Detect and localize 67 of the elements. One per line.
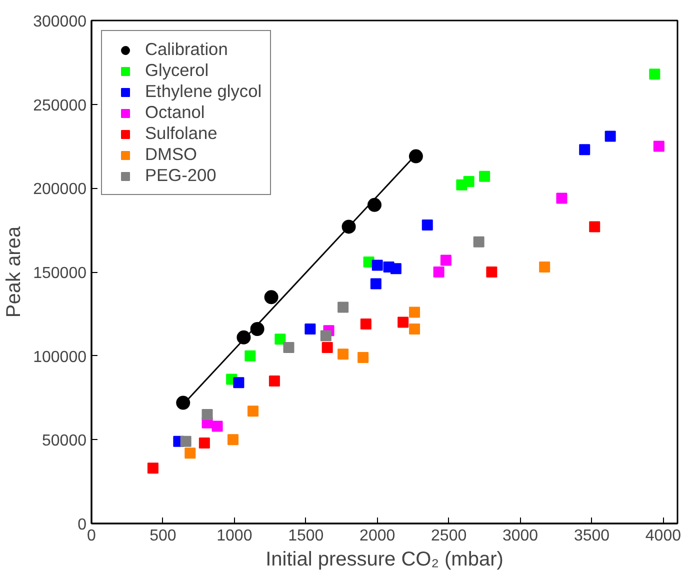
point [372, 260, 383, 271]
point [463, 176, 474, 187]
point [398, 316, 409, 328]
y-tick-label: 50000 [42, 432, 87, 450]
point [370, 278, 382, 290]
point [304, 324, 316, 335]
legend-label: Calibration [145, 39, 228, 60]
point [274, 334, 286, 345]
x-axis-title: Initial pressure CO₂ (mbar) [266, 548, 504, 570]
point [268, 375, 280, 386]
point [248, 406, 259, 417]
x-tick-label: 3500 [574, 528, 610, 544]
x-tick-label: 3000 [502, 528, 538, 544]
point [264, 290, 278, 304]
x-tick-label: 4000 [645, 528, 682, 544]
point [202, 409, 213, 420]
point [212, 420, 223, 432]
point [486, 266, 498, 278]
y-tick-label: 250000 [33, 97, 87, 114]
x-tick-label: 1500 [288, 528, 324, 544]
point [649, 68, 660, 80]
point [244, 350, 256, 362]
point [433, 266, 444, 278]
point [440, 254, 452, 266]
point [422, 220, 433, 231]
point [322, 342, 333, 353]
point [320, 330, 332, 342]
legend-label: Sulfolane [145, 123, 218, 144]
legend-label: PEG-200 [145, 165, 216, 186]
point [408, 149, 423, 164]
point [479, 170, 490, 182]
x-tick-label: 500 [150, 528, 176, 544]
x-tick-label: 1000 [216, 528, 252, 544]
point [338, 348, 349, 360]
point [360, 318, 372, 330]
point [579, 144, 590, 156]
point [409, 324, 420, 335]
point [338, 302, 349, 313]
point [653, 140, 664, 152]
x-tick-label: 2500 [431, 528, 467, 544]
point [176, 396, 190, 410]
y-tick-label: 0 [78, 516, 87, 534]
y-tick-label: 200000 [33, 181, 87, 198]
point [409, 306, 420, 318]
point [390, 263, 402, 274]
point [589, 221, 600, 232]
legend-label: DMSO [145, 144, 197, 165]
point [358, 352, 369, 364]
point [473, 236, 484, 248]
point [233, 377, 244, 388]
point [539, 261, 550, 272]
point [184, 448, 196, 459]
y-tick-label: 100000 [33, 348, 87, 366]
legend-label: Glycerol [145, 60, 209, 81]
legend-label: Ethylene glycol [145, 81, 262, 102]
point [604, 130, 616, 142]
point [180, 436, 192, 447]
point [147, 462, 158, 474]
x-tick-label: 2000 [360, 528, 396, 544]
y-tick-label: 300000 [33, 14, 87, 30]
y-axis-title: Peak area [3, 226, 26, 318]
point [283, 342, 294, 353]
point [556, 192, 568, 204]
legend-label: Octanol [145, 102, 205, 123]
y-tick-label: 150000 [33, 265, 87, 282]
point [198, 438, 210, 449]
point [228, 434, 238, 446]
